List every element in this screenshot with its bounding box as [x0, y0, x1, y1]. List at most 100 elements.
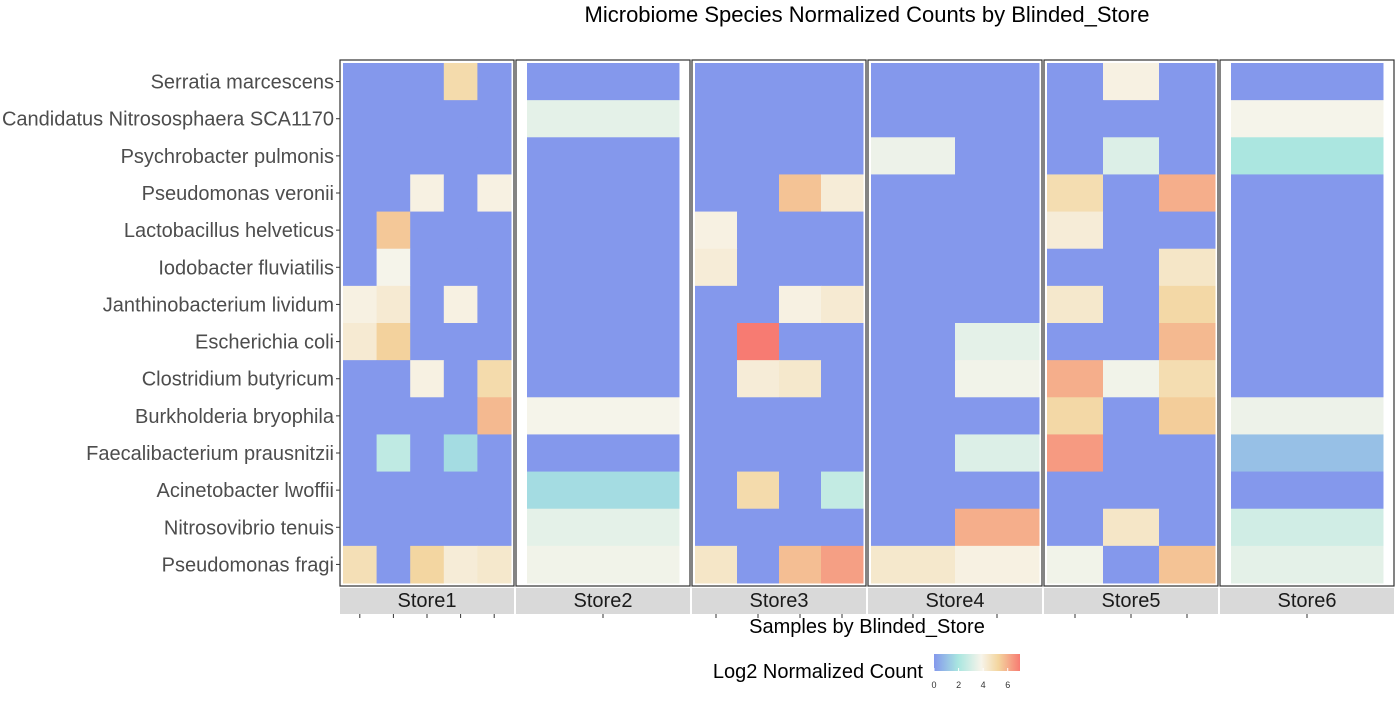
heatmap-cell	[1047, 434, 1104, 473]
heatmap-cell	[955, 137, 1040, 175]
heatmap-cell	[343, 63, 378, 101]
heatmap-cell	[871, 100, 956, 138]
heatmap-cell	[1231, 63, 1384, 101]
panel-border	[339, 59, 515, 587]
panel-border	[1219, 59, 1395, 587]
heatmap-cell	[527, 545, 680, 584]
heatmap-cell	[1231, 137, 1384, 175]
heatmap-cell	[779, 360, 822, 398]
heatmap-cell	[1047, 248, 1104, 287]
heatmap-cell	[1159, 63, 1216, 101]
heatmap-cell	[1159, 471, 1216, 510]
heatmap-cell	[410, 63, 445, 101]
heatmap-cell	[1103, 211, 1160, 250]
legend-tick-label: 2	[956, 680, 961, 690]
heatmap-cell	[410, 360, 445, 398]
heatmap-cell	[737, 323, 780, 361]
y-tick-label: Candidatus Nitrososphaera SCA1170	[2, 109, 334, 131]
y-tick-label: Escherichia coli	[195, 332, 334, 354]
y-tick-label: Pseudomonas fragi	[162, 554, 334, 576]
heatmap-cell	[1159, 211, 1216, 250]
heatmap-cell	[737, 100, 780, 138]
heatmap-cell	[376, 397, 411, 435]
heatmap-cell	[376, 360, 411, 398]
heatmap-cell	[376, 434, 411, 473]
heatmap-cell	[527, 63, 680, 101]
heatmap-cell	[1103, 137, 1160, 175]
heatmap-cell	[1159, 545, 1216, 584]
heatmap-cell	[376, 545, 411, 584]
facet-strip	[1044, 588, 1218, 614]
heatmap-cell	[376, 137, 411, 175]
facet-strip-label: Store4	[926, 590, 985, 612]
heatmap-cell	[955, 285, 1040, 324]
heatmap-cell	[955, 174, 1040, 213]
heatmap-cell	[779, 285, 822, 324]
heatmap-cell	[955, 434, 1040, 473]
heatmap-cell	[695, 285, 738, 324]
heatmap-cell	[410, 471, 445, 510]
heatmap-cell	[737, 63, 780, 101]
y-tick-label: Pseudomonas veronii	[142, 183, 334, 205]
heatmap-cell	[1231, 360, 1384, 398]
facet-strip-label: Store2	[574, 590, 633, 612]
heatmap-cell	[477, 285, 512, 324]
heatmap-cell	[527, 285, 680, 324]
heatmap-cell	[343, 471, 378, 510]
heatmap-cell	[779, 434, 822, 473]
heatmap-cell	[737, 248, 780, 287]
y-tick-label: Burkholderia bryophila	[135, 406, 335, 428]
facet-strips: Store1 Store2 Store3 Store4 Store5 Store6	[340, 588, 1394, 614]
heatmap-cell	[1047, 508, 1104, 547]
heatmap-cell	[443, 508, 478, 547]
heatmap-cell	[1103, 248, 1160, 287]
heatmap-cell	[443, 397, 478, 435]
heatmap-cell	[1159, 360, 1216, 398]
heatmap-cell	[343, 137, 378, 175]
heatmap-cell	[1159, 434, 1216, 473]
facet-panel-store4	[867, 59, 1043, 587]
heatmap-cell	[443, 545, 478, 584]
heatmap-cell	[821, 285, 864, 324]
heatmap-cell	[821, 434, 864, 473]
y-tick-label: Iodobacter fluviatilis	[158, 257, 334, 279]
heatmap-cell	[779, 397, 822, 435]
facet-strip-label: Store1	[398, 590, 457, 612]
heatmap-cell	[1103, 434, 1160, 473]
heatmap-cell	[821, 248, 864, 287]
heatmap-cell	[1047, 285, 1104, 324]
heatmap-cell	[443, 248, 478, 287]
heatmap-cell	[871, 323, 956, 361]
heatmap-cell	[410, 248, 445, 287]
heatmap-cell	[779, 137, 822, 175]
heatmap-cell	[343, 248, 378, 287]
heatmap-cell	[1047, 471, 1104, 510]
heatmap-cell	[779, 545, 822, 584]
facet-strip-label: Store5	[1102, 590, 1161, 612]
heatmap-cell	[1047, 100, 1104, 138]
heatmap-cell	[376, 63, 411, 101]
heatmap-cell	[871, 248, 956, 287]
heatmap-cell	[737, 211, 780, 250]
heatmap-cell	[443, 63, 478, 101]
y-axis: Serratia marcescens Candidatus Nitrososph…	[2, 72, 340, 576]
heatmap-cell	[1103, 545, 1160, 584]
facet-panel-store3	[691, 59, 867, 587]
heatmap-cell	[527, 434, 680, 473]
heatmap-cell	[1231, 434, 1384, 473]
heatmap-cell	[871, 360, 956, 398]
heatmap-cell	[1159, 174, 1216, 213]
heatmap-cell	[779, 471, 822, 510]
heatmap-cell	[695, 434, 738, 473]
heatmap-cell	[1159, 323, 1216, 361]
legend: Log2 Normalized Count 0 2 4 6	[713, 654, 1020, 690]
heatmap-cell	[821, 360, 864, 398]
heatmap-cell	[477, 545, 512, 584]
facet-panel-store5	[1043, 59, 1219, 587]
x-axis-ticks	[359, 614, 1308, 618]
heatmap-cell	[695, 248, 738, 287]
facet-strip-label: Store3	[750, 590, 809, 612]
heatmap-cell	[443, 211, 478, 250]
heatmap-cell	[1231, 545, 1384, 584]
